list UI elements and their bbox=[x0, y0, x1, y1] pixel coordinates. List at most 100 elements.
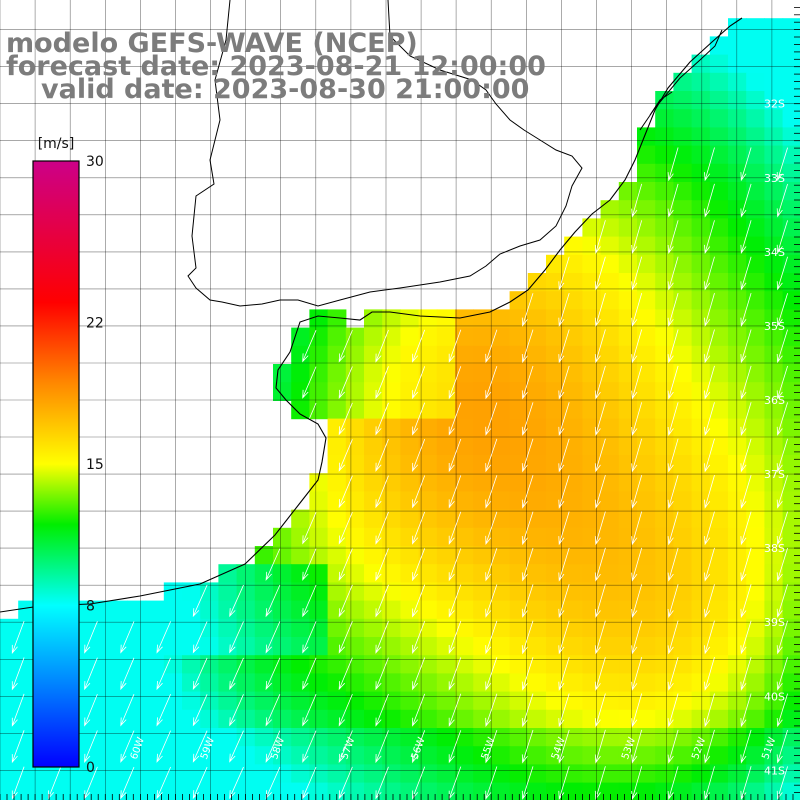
wind-cell bbox=[382, 673, 401, 693]
wind-cell bbox=[145, 709, 165, 729]
wind-cell bbox=[291, 709, 310, 729]
wind-arrow bbox=[740, 329, 752, 364]
wind-cell bbox=[364, 655, 383, 674]
wind-cell bbox=[709, 345, 729, 365]
wind-cell bbox=[236, 782, 256, 800]
wind-cell bbox=[291, 345, 310, 365]
wind-cell bbox=[546, 600, 565, 620]
lat-label-0: 32S bbox=[764, 98, 785, 111]
wind-cell bbox=[728, 728, 747, 747]
lat-label-7: 39S bbox=[764, 616, 785, 629]
wind-arrow bbox=[631, 693, 643, 728]
wind-cell bbox=[509, 364, 529, 383]
wind-arrow bbox=[631, 474, 643, 509]
wind-cell bbox=[728, 163, 747, 183]
wind-cell bbox=[436, 546, 456, 565]
wind-cell bbox=[345, 327, 365, 347]
wind-arrow bbox=[448, 730, 462, 764]
wind-cell bbox=[746, 600, 765, 620]
wind-arrow bbox=[265, 584, 281, 618]
wind-cell bbox=[145, 655, 165, 674]
wind-cell bbox=[200, 637, 219, 656]
wind-cell bbox=[382, 455, 401, 474]
wind-cell bbox=[655, 618, 674, 638]
wind-cell bbox=[691, 673, 711, 693]
wind-cell bbox=[600, 473, 620, 492]
wind-arrow bbox=[338, 584, 353, 618]
wind-cell bbox=[382, 564, 401, 583]
wind-cell bbox=[382, 600, 401, 620]
wind-arrow bbox=[558, 656, 570, 691]
wind-cell bbox=[600, 309, 620, 329]
wind-arrow bbox=[704, 511, 715, 546]
wind-cell bbox=[382, 691, 401, 711]
wind-cell bbox=[309, 473, 329, 492]
wind-cell bbox=[564, 236, 583, 256]
wind-arrow bbox=[667, 656, 679, 691]
wind-arrow bbox=[667, 183, 679, 218]
wind-cell bbox=[473, 509, 492, 529]
wind-cell bbox=[637, 218, 656, 238]
wind-cell bbox=[127, 655, 147, 674]
wind-cell bbox=[109, 673, 128, 693]
wind-cell bbox=[582, 764, 602, 784]
wind-cell bbox=[673, 382, 693, 401]
wind-cell bbox=[400, 364, 420, 383]
wind-arrow bbox=[558, 329, 570, 364]
wind-cell bbox=[382, 527, 401, 547]
wind-cell bbox=[200, 691, 219, 711]
wind-cell bbox=[345, 691, 365, 711]
wind-cell bbox=[345, 527, 365, 547]
wind-cell bbox=[764, 327, 784, 347]
wind-arrow bbox=[667, 402, 679, 437]
wind-arrow bbox=[265, 621, 281, 654]
wind-cell bbox=[746, 182, 765, 201]
wind-cell bbox=[746, 527, 765, 547]
wind-cell bbox=[473, 345, 492, 365]
wind-cell bbox=[309, 618, 329, 638]
wind-arrow bbox=[338, 548, 353, 581]
wind-cell bbox=[382, 418, 401, 438]
wind-arrow bbox=[229, 766, 244, 800]
wind-arrow bbox=[521, 365, 534, 400]
wind-cell bbox=[382, 709, 401, 729]
wind-arrow bbox=[704, 365, 715, 400]
wind-arrow bbox=[338, 693, 353, 727]
wind-cell bbox=[546, 618, 565, 638]
wind-arrow bbox=[521, 547, 534, 582]
wind-cell bbox=[782, 236, 800, 256]
wind-cell bbox=[618, 327, 638, 347]
wind-cell bbox=[182, 637, 201, 656]
wind-cell bbox=[691, 182, 711, 201]
wind-cell bbox=[509, 746, 529, 765]
wind-arrow bbox=[521, 511, 534, 546]
wind-arrow bbox=[302, 548, 317, 581]
wind-arrow bbox=[338, 730, 353, 763]
wind-cell bbox=[764, 54, 784, 74]
wind-cell bbox=[709, 473, 729, 492]
wind-cell bbox=[764, 418, 784, 438]
wind-arrow bbox=[594, 511, 606, 546]
wind-cell bbox=[345, 455, 365, 474]
wind-cell bbox=[691, 600, 711, 620]
wind-cell bbox=[127, 637, 147, 656]
wind-cell bbox=[709, 782, 729, 800]
wind-cell bbox=[127, 618, 147, 638]
wind-arrow bbox=[740, 656, 752, 691]
wind-cell bbox=[309, 509, 329, 529]
wind-cell bbox=[364, 473, 383, 492]
wind-cell bbox=[600, 364, 620, 383]
wind-cell bbox=[527, 418, 547, 438]
wind-cell bbox=[691, 345, 711, 365]
wind-arrow bbox=[338, 439, 353, 472]
wind-cell bbox=[400, 491, 420, 511]
wind-arrow bbox=[84, 657, 98, 691]
wind-arrow bbox=[485, 475, 498, 509]
wind-cell bbox=[728, 746, 747, 765]
wind-cell bbox=[655, 382, 674, 401]
wind-cell bbox=[782, 746, 800, 765]
wind-cell bbox=[728, 637, 747, 656]
wind-arrow bbox=[631, 766, 643, 800]
wind-cell bbox=[709, 728, 729, 747]
wind-cell bbox=[254, 655, 274, 674]
